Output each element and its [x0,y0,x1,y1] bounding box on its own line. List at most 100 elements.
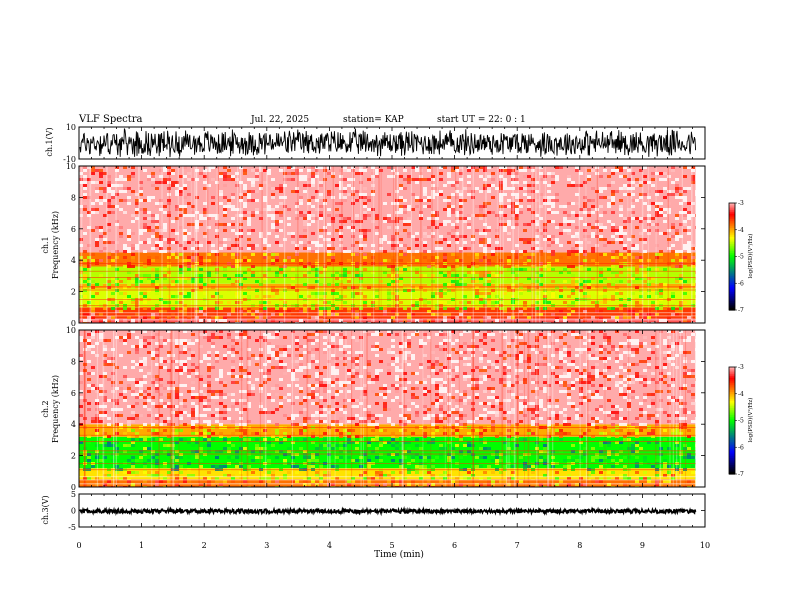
psd-cell [223,438,227,441]
psd-cell [399,345,403,348]
psd-cell [487,241,491,244]
psd-cell [407,286,411,289]
psd-cell [479,232,483,235]
psd-cell [687,229,691,232]
psd-cell [563,316,567,319]
psd-cell [283,432,287,435]
psd-cell [427,441,431,444]
psd-cell [631,280,635,283]
psd-cell [195,223,199,226]
psd-cell [367,196,371,199]
psd-cell [395,289,399,292]
time-streak [317,166,319,323]
psd-cell [335,357,339,360]
psd-cell [263,372,267,375]
psd-cell [155,274,159,277]
psd-cell [643,289,647,292]
psd-cell [339,232,343,235]
psd-cell [271,399,275,402]
psd-cell [403,244,407,247]
psd-cell [227,336,231,339]
psd-cell [299,241,303,244]
psd-cell [351,292,355,295]
psd-cell [287,384,291,387]
psd-cell [183,310,187,313]
psd-cell [131,360,135,363]
psd-cell [671,172,675,175]
psd-cell [203,420,207,423]
psd-cell [367,199,371,202]
psd-cell [319,384,323,387]
psd-cell [455,241,459,244]
psd-cell [115,178,119,181]
psd-cell [411,235,415,238]
psd-cell [307,465,311,468]
psd-cell [235,402,239,405]
psd-cell [379,333,383,336]
psd-cell [103,372,107,375]
psd-cell [223,229,227,232]
psd-cell [411,372,415,375]
psd-cell [431,274,435,277]
psd-cell [287,232,291,235]
psd-cell [243,211,247,214]
ch1-spectrogram-image [79,166,696,323]
psd-cell [95,390,99,393]
psd-cell [211,330,215,333]
psd-cell [191,363,195,366]
psd-cell [543,175,547,178]
psd-cell [351,202,355,205]
psd-cell [147,393,151,396]
psd-cell [647,289,651,292]
psd-cell [279,202,283,205]
psd-cell [203,429,207,432]
psd-cell [531,238,535,241]
psd-cell [259,402,263,405]
psd-cell [87,456,91,459]
psd-cell [163,208,167,211]
psd-cell [99,283,103,286]
psd-cell [111,190,115,193]
psd-cell [95,399,99,402]
psd-cell [147,196,151,199]
psd-cell [171,292,175,295]
psd-cell [367,208,371,211]
psd-cell [443,265,447,268]
psd-cell [599,280,603,283]
psd-cell [331,372,335,375]
psd-cell [439,166,443,169]
psd-cell [371,220,375,223]
psd-cell [271,280,275,283]
psd-cell [239,208,243,211]
psd-cell [251,229,255,232]
psd-cell [95,211,99,214]
psd-cell [167,238,171,241]
psd-cell [327,283,331,286]
psd-cell [651,223,655,226]
psd-cell [127,235,131,238]
psd-cell [451,268,455,271]
psd-cell [103,360,107,363]
psd-cell [79,271,83,274]
psd-cell [275,450,279,453]
psd-cell [303,456,307,459]
psd-cell [115,223,119,226]
psd-cell [539,307,543,310]
psd-cell [555,193,559,196]
psd-cell [191,450,195,453]
psd-cell [151,172,155,175]
psd-cell [87,196,91,199]
psd-cell [351,316,355,319]
psd-cell [111,381,115,384]
psd-cell [199,259,203,262]
psd-cell [387,319,391,322]
psd-cell [387,226,391,229]
psd-cell [387,453,391,456]
psd-cell [667,178,671,181]
y-tick-label: 2 [71,288,76,297]
psd-cell [495,265,499,268]
psd-cell [631,235,635,238]
psd-cell [427,205,431,208]
psd-cell [215,360,219,363]
